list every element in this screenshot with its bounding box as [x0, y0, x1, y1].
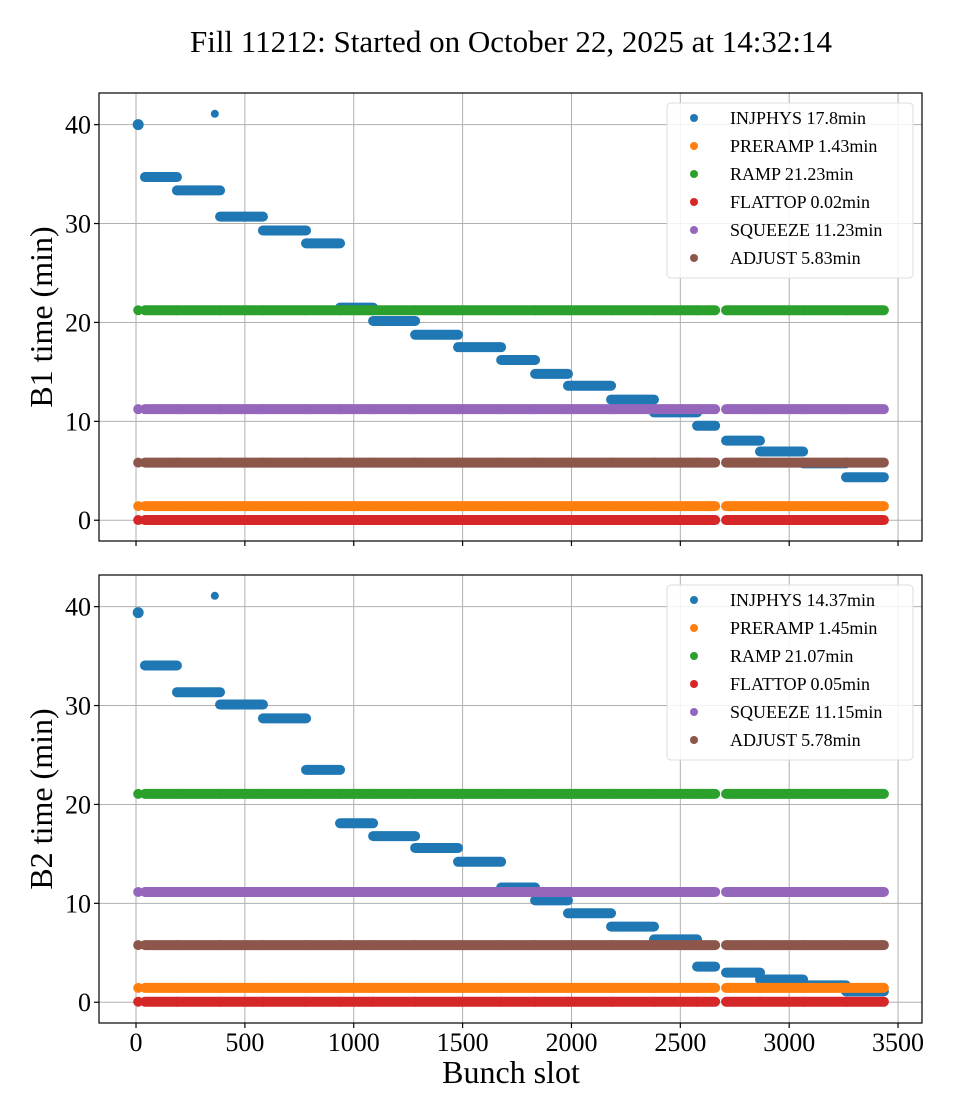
x-tick-label: 3000	[763, 1028, 815, 1057]
x-tick-label: 2500	[654, 1028, 706, 1057]
y-tick-label: 40	[65, 593, 91, 622]
y-axis-label: B2 time (min)	[23, 708, 59, 889]
y-tick-label: 40	[65, 111, 91, 140]
legend-label: SQUEEZE 11.23min	[730, 220, 882, 240]
legend-box	[666, 584, 914, 761]
legend: INJPHYS 14.37min PRERAMP 1.45min RAMP 21.0…	[666, 584, 914, 761]
legend-marker	[690, 680, 698, 688]
legend-box	[666, 102, 914, 279]
x-tick-label: 0	[130, 1028, 143, 1057]
panel-b1: 0 10 20 30 40 B1 time (min) INJPHYS 17.8min PRE…	[23, 92, 923, 546]
y-tick-label: 20	[65, 790, 91, 819]
legend-label: RAMP 21.23min	[730, 164, 853, 184]
x-axis-label: Bunch slot	[442, 1054, 580, 1090]
y-tick-label: 20	[65, 308, 91, 337]
legend-marker	[690, 708, 698, 716]
x-tick-label: 1500	[437, 1028, 489, 1057]
legend-label: ADJUST 5.83min	[730, 248, 861, 268]
legend-label: PRERAMP 1.43min	[730, 136, 877, 156]
x-tick-label: 2000	[545, 1028, 597, 1057]
axes-frame	[98, 92, 923, 542]
legend-label: SQUEEZE 11.15min	[730, 702, 882, 722]
data-point	[210, 109, 219, 118]
x-tick-label: 500	[225, 1028, 264, 1057]
plot-area	[132, 109, 889, 526]
y-axis-label: B1 time (min)	[23, 226, 59, 407]
legend-marker	[690, 142, 698, 150]
legend-label: RAMP 21.07min	[730, 646, 853, 666]
plot-area	[132, 591, 889, 1007]
data-point	[210, 591, 219, 600]
y-tick-label: 30	[65, 692, 91, 721]
axes-frame	[98, 574, 923, 1024]
legend-label: FLATTOP 0.02min	[730, 192, 870, 212]
legend-marker	[690, 652, 698, 660]
legend-marker	[690, 596, 698, 604]
legend-label: INJPHYS 14.37min	[730, 590, 875, 610]
x-tick-label: 1000	[328, 1028, 380, 1057]
legend-marker	[690, 254, 698, 262]
legend: INJPHYS 17.8min PRERAMP 1.43min RAMP 21.23…	[666, 102, 914, 279]
legend-marker	[690, 736, 698, 744]
y-tick-label: 10	[65, 889, 91, 918]
legend-marker	[690, 170, 698, 178]
y-tick-label: 0	[78, 506, 91, 535]
data-point	[132, 607, 144, 619]
legend-label: ADJUST 5.78min	[730, 730, 861, 750]
y-tick-label: 10	[65, 407, 91, 436]
data-point	[132, 119, 144, 131]
x-tick-label: 3500	[872, 1028, 924, 1057]
legend-marker	[690, 114, 698, 122]
chart-title: Fill 11212: Started on October 22, 2025 …	[190, 24, 833, 59]
legend-marker	[690, 226, 698, 234]
legend-label: FLATTOP 0.05min	[730, 674, 870, 694]
panel-b2: 0 500 1000 1500 2000 2500 3000 3500 0 10 20 30 40 B2 …	[23, 574, 924, 1057]
y-tick-label: 30	[65, 210, 91, 239]
legend-label: PRERAMP 1.45min	[730, 618, 877, 638]
y-tick-label: 0	[78, 988, 91, 1017]
legend-marker	[690, 624, 698, 632]
legend-marker	[690, 198, 698, 206]
legend-label: INJPHYS 17.8min	[730, 108, 866, 128]
